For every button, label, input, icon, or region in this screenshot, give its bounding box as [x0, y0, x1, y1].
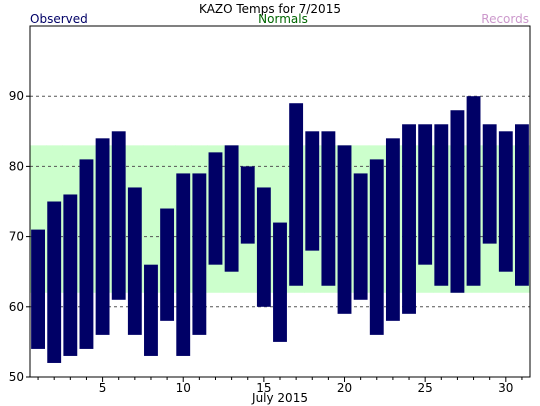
observed-bar — [289, 103, 304, 286]
observed-bar — [256, 187, 271, 307]
y-tick-label: 50 — [9, 370, 24, 384]
plot-frame — [29, 25, 531, 378]
y-tick-label: 60 — [9, 300, 24, 314]
observed-bar — [111, 131, 126, 300]
observed-bar — [192, 173, 207, 335]
legend-normals: Normals — [258, 12, 308, 26]
observed-bar — [144, 264, 158, 356]
legend-observed: Observed — [30, 12, 88, 26]
observed-bar — [369, 159, 384, 335]
chart-title: KAZO Temps for 7/2015 — [199, 2, 341, 16]
x-tick-label: 15 — [256, 381, 271, 395]
x-tick-label: 10 — [176, 381, 191, 395]
observed-bar — [240, 166, 255, 244]
observed-bar — [450, 110, 465, 293]
observed-bar — [208, 152, 223, 265]
observed-bar — [353, 173, 368, 300]
observed-bar — [321, 131, 336, 286]
observed-bar — [498, 131, 513, 272]
observed-bar — [176, 173, 191, 356]
observed-bar — [434, 124, 449, 286]
observed-bar — [63, 194, 78, 356]
observed-bar — [418, 124, 433, 265]
observed-bar — [160, 208, 175, 321]
observed-bar — [337, 145, 352, 314]
observed-bar — [95, 138, 110, 335]
observed-bar — [515, 124, 529, 286]
observed-bar — [224, 145, 239, 272]
observed-bar — [305, 131, 320, 251]
observed-bar — [47, 201, 62, 363]
x-axis-label: July 2015 — [251, 391, 308, 405]
y-tick-label: 80 — [9, 159, 24, 173]
observed-bar — [31, 229, 45, 349]
legend-records: Records — [481, 12, 529, 26]
observed-bar — [482, 124, 497, 244]
x-tick-label: 5 — [99, 381, 107, 395]
observed-bar — [402, 124, 416, 314]
observed-bar — [466, 96, 481, 286]
y-tick-label: 90 — [9, 89, 24, 103]
observed-bar — [385, 138, 400, 321]
x-tick-label: 20 — [337, 381, 352, 395]
normals-band — [142, 145, 160, 293]
y-tick-label: 70 — [9, 230, 24, 244]
observed-bar — [127, 187, 142, 335]
x-tick-label: 25 — [418, 381, 433, 395]
observed-bar — [273, 222, 287, 342]
x-tick-label: 30 — [498, 381, 513, 395]
observed-bar — [79, 159, 94, 349]
